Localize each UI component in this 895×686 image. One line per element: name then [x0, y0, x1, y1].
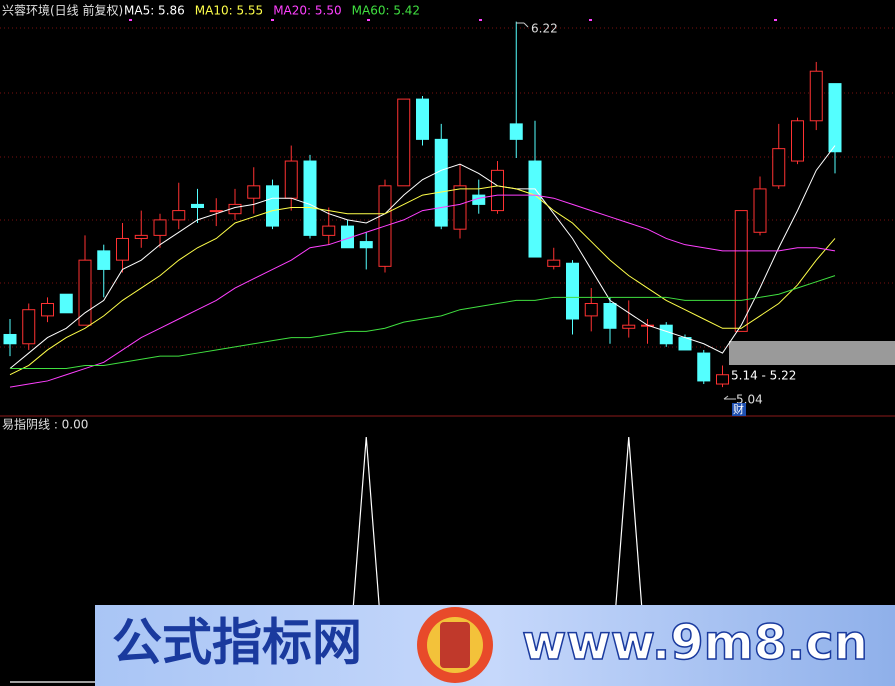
candle-body [172, 210, 186, 221]
event-badge [732, 403, 746, 416]
range-label: 5.14 - 5.22 [731, 369, 796, 383]
range-box [729, 341, 895, 365]
banner [95, 605, 895, 686]
candle-body [78, 259, 92, 326]
high-label: 6.22 [531, 22, 558, 36]
candle-body [434, 138, 448, 227]
legend: MA5: 5.86 MA10: 5.55 MA20: 5.50 MA60: 5.42 [124, 4, 420, 18]
candle-body [41, 303, 54, 317]
candle-body [153, 219, 167, 236]
candle-body [59, 293, 73, 314]
candle-body [397, 98, 411, 187]
watermark: 公式指标网 www.9m8.cn [95, 605, 895, 686]
candle-body [622, 324, 636, 329]
candle-body [97, 250, 111, 270]
candle-body [659, 324, 673, 345]
watermark-url: www.9m8.cn [522, 615, 868, 671]
candle-body [284, 160, 298, 199]
chart-title: 兴蓉环境(日线 前复权) [2, 3, 123, 18]
event-markers [129, 19, 777, 21]
ma-line [9, 145, 836, 369]
candle-body [547, 259, 561, 267]
plot [3, 21, 842, 683]
candle-body [791, 120, 804, 162]
candle-body [566, 262, 579, 320]
low-pointer [723, 395, 729, 400]
candle-body [303, 160, 317, 236]
ma-line [9, 194, 836, 388]
logo [440, 622, 470, 668]
high-pointer [523, 22, 529, 28]
candle-body [772, 148, 786, 187]
watermark-title: 公式指标网 [112, 614, 362, 672]
candle-body [134, 234, 148, 239]
candle-body [809, 70, 823, 122]
candle-body [3, 333, 17, 345]
legend-entry: MA20: 5.50 [273, 4, 341, 18]
candle-body [584, 303, 598, 317]
candle-body [416, 98, 429, 140]
candle-body [603, 303, 617, 329]
candle-body [116, 237, 129, 261]
legend-entry: MA5: 5.86 [124, 4, 185, 18]
candle-body [828, 83, 842, 153]
candle-body [209, 210, 223, 213]
ma-line [9, 185, 836, 376]
marker [774, 19, 777, 21]
candle-body [528, 160, 542, 258]
candle-body [734, 210, 748, 332]
candle-body [453, 185, 467, 230]
legend-entry: MA10: 5.55 [195, 4, 263, 18]
marker [271, 19, 274, 21]
candle-body [697, 352, 711, 382]
candle-body [191, 203, 204, 208]
candle-body [247, 185, 261, 199]
candle-body [266, 185, 279, 227]
ma-line [10, 275, 836, 370]
indicator-title: 易指阴线 : 0.00 [2, 417, 88, 432]
event-label: 财 [733, 402, 744, 416]
legend-entry: MA60: 5.42 [352, 4, 420, 18]
candle-body [509, 123, 523, 140]
candle-body [491, 169, 504, 212]
marker [367, 19, 370, 21]
candle-body [322, 225, 336, 236]
candle-body [716, 374, 729, 385]
marker [589, 19, 592, 21]
candle-body [753, 188, 767, 233]
candle-body [22, 309, 36, 345]
marker [479, 19, 482, 21]
marker [129, 19, 132, 21]
candle-body [359, 241, 373, 249]
